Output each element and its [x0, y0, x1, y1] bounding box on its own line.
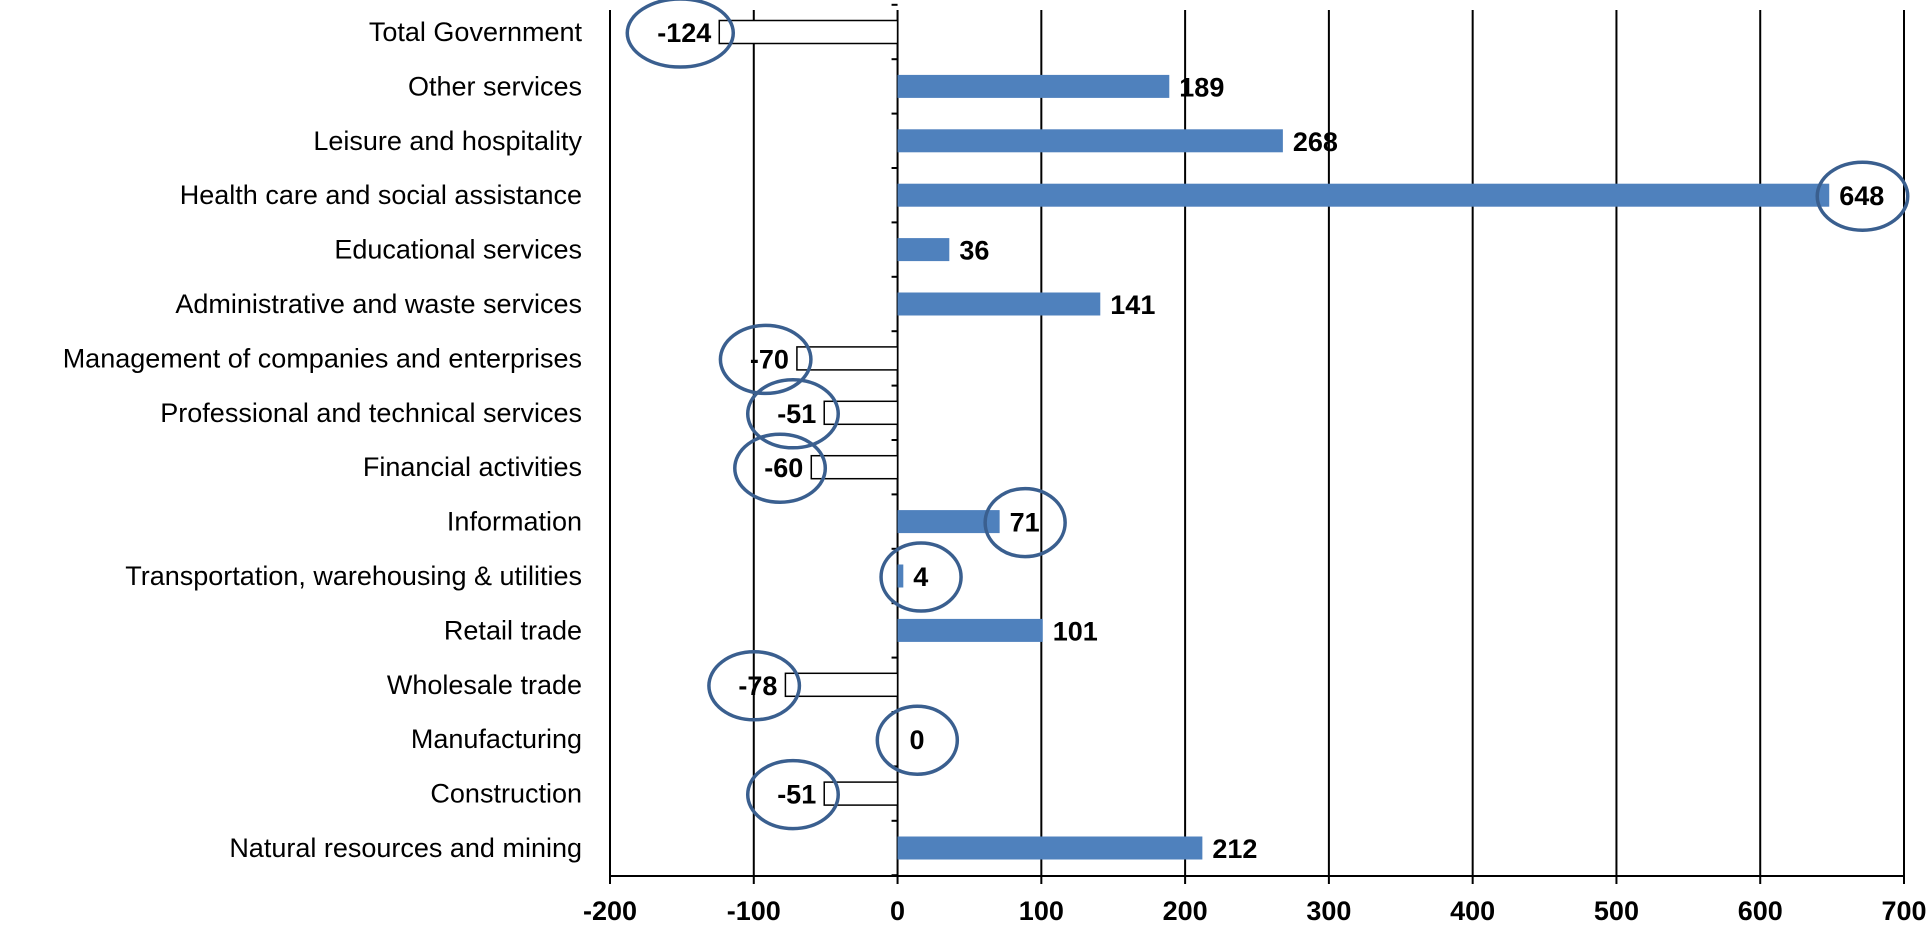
- highlight-circle: [745, 378, 840, 450]
- data-label: 0: [910, 725, 925, 755]
- category-labels: Total Government Other services Leisure an…: [63, 17, 583, 863]
- bar: [897, 836, 1203, 860]
- category-label: Total Government: [369, 17, 583, 47]
- bar: [796, 346, 899, 371]
- x-tick-labels: -200 -100 0 100 200 300 400 500 600 700: [583, 896, 1927, 926]
- data-label: 141: [1110, 290, 1155, 320]
- data-label: -51: [777, 399, 816, 429]
- category-label: Retail trade: [444, 615, 582, 645]
- highlight-circle: [879, 541, 963, 613]
- x-tick-label: 300: [1306, 896, 1351, 926]
- data-label: -51: [777, 780, 816, 810]
- x-tick-label: 200: [1163, 896, 1208, 926]
- highlight-circles: [625, 0, 1910, 831]
- highlight-circle: [718, 323, 813, 396]
- x-tick-label: 400: [1450, 896, 1495, 926]
- bar: [897, 129, 1283, 153]
- data-label: -70: [750, 344, 789, 374]
- bar: [823, 781, 899, 806]
- data-label: 212: [1212, 834, 1257, 864]
- data-label: 189: [1179, 72, 1224, 102]
- bar: [897, 238, 950, 262]
- highlight-circle: [875, 704, 960, 776]
- bar: [897, 510, 1000, 534]
- highlight-circle: [707, 650, 802, 722]
- x-tick-label: -100: [727, 896, 781, 926]
- category-label: Management of companies and enterprises: [63, 343, 582, 373]
- highlight-circle: [983, 486, 1067, 559]
- data-label: -78: [738, 671, 777, 701]
- data-label: 36: [959, 236, 989, 266]
- data-label: 648: [1839, 181, 1884, 211]
- x-tick-label: 600: [1738, 896, 1783, 926]
- bar: [718, 19, 899, 45]
- category-label: Other services: [408, 71, 582, 101]
- highlight-circle: [733, 432, 828, 504]
- data-label: 71: [1010, 508, 1040, 538]
- data-label: 4: [913, 562, 928, 592]
- bar: [897, 564, 904, 588]
- data-label: -60: [764, 453, 803, 483]
- bar: [897, 292, 1101, 316]
- category-label: Health care and social assistance: [180, 180, 582, 210]
- category-label: Transportation, warehousing & utilities: [125, 561, 582, 591]
- x-tick-label: 100: [1019, 896, 1064, 926]
- x-tick-label: 700: [1881, 896, 1926, 926]
- category-label: Educational services: [334, 235, 582, 265]
- bars: [718, 19, 1830, 860]
- category-label: Professional and technical services: [160, 398, 582, 428]
- bar: [823, 400, 899, 426]
- bar: [897, 618, 1043, 642]
- x-tick-label: -200: [583, 896, 637, 926]
- bar: [897, 183, 1830, 207]
- bar: [784, 672, 899, 698]
- x-tick-label: 500: [1594, 896, 1639, 926]
- category-label: Construction: [430, 779, 582, 809]
- category-label: Administrative and waste services: [175, 289, 582, 319]
- category-label: Leisure and hospitality: [313, 126, 582, 156]
- data-label: -124: [657, 18, 711, 48]
- highlight-circle: [625, 0, 736, 69]
- axes: [609, 3, 1905, 884]
- bar: [810, 454, 899, 480]
- data-labels: -124 189 268 648 36 141 -70 -51 -60 71 4 101 -78 0 -51…: [657, 18, 1884, 864]
- category-label: Information: [447, 507, 582, 537]
- highlight-circle: [1815, 160, 1910, 232]
- category-label: Manufacturing: [411, 724, 582, 754]
- bar: [897, 74, 1170, 98]
- gridlines: [609, 10, 1905, 876]
- data-label: 268: [1293, 127, 1338, 157]
- highlight-circle: [745, 758, 840, 831]
- category-label: Natural resources and mining: [229, 833, 582, 863]
- category-label: Wholesale trade: [387, 670, 582, 700]
- x-tick-label: 0: [890, 896, 905, 926]
- data-label: 101: [1053, 616, 1098, 646]
- category-label: Financial activities: [363, 452, 582, 482]
